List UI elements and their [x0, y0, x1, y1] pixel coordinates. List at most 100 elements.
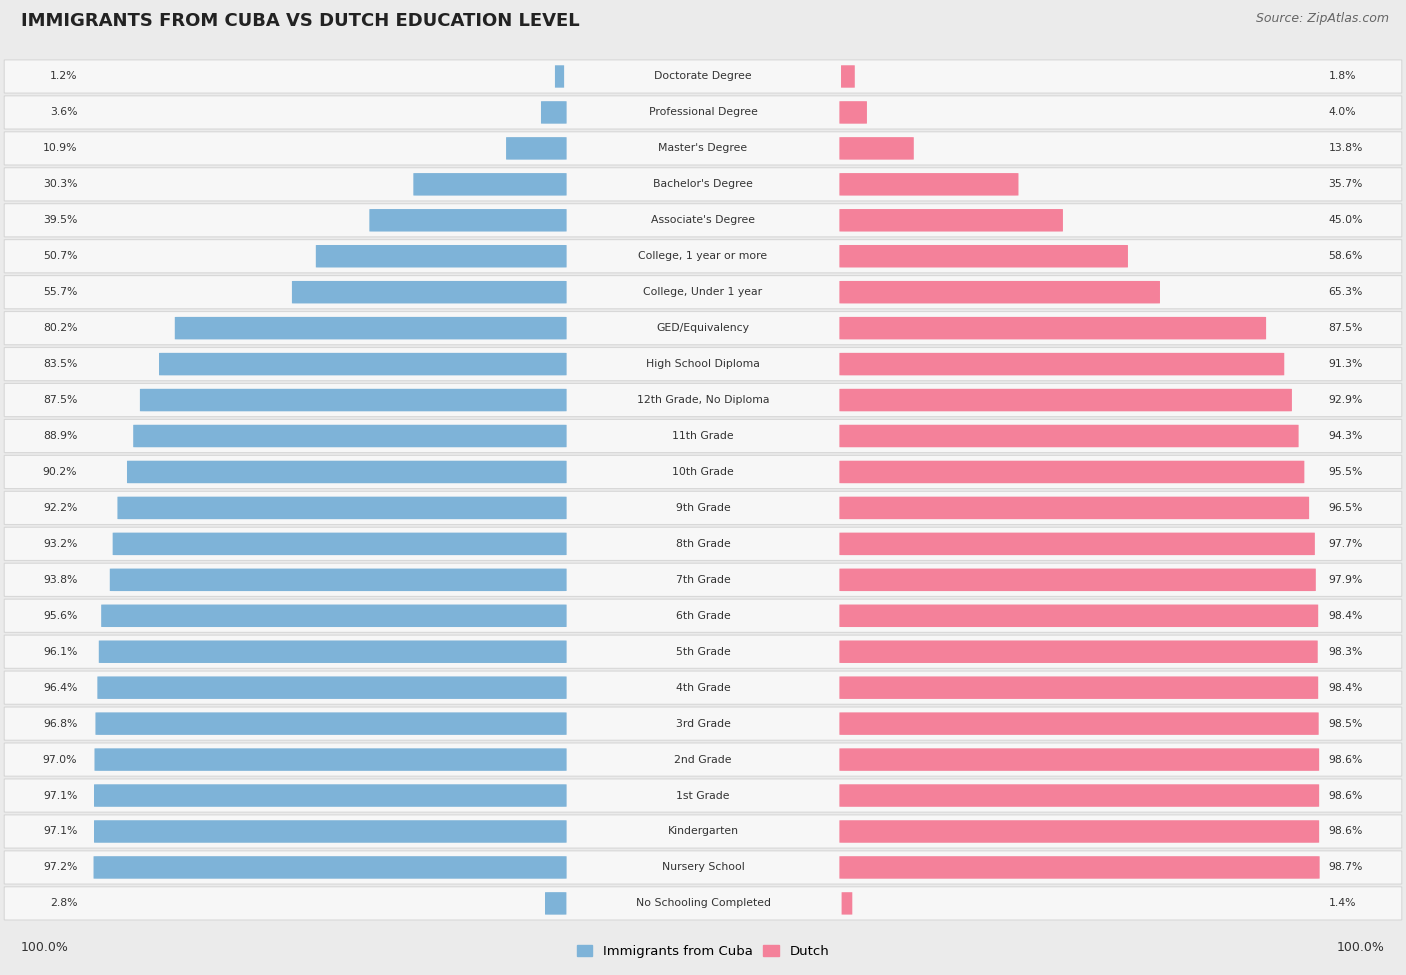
Text: 96.8%: 96.8% — [44, 719, 77, 728]
FancyBboxPatch shape — [112, 532, 567, 555]
Text: 58.6%: 58.6% — [1329, 252, 1362, 261]
FancyBboxPatch shape — [127, 461, 567, 484]
FancyBboxPatch shape — [839, 281, 1160, 303]
FancyBboxPatch shape — [4, 887, 1402, 920]
Text: 97.1%: 97.1% — [44, 791, 77, 800]
FancyBboxPatch shape — [839, 820, 1319, 842]
FancyBboxPatch shape — [4, 276, 1402, 309]
FancyBboxPatch shape — [4, 707, 1402, 740]
Text: 100.0%: 100.0% — [1337, 941, 1385, 955]
Text: 93.2%: 93.2% — [44, 539, 77, 549]
Text: High School Diploma: High School Diploma — [647, 359, 759, 370]
FancyBboxPatch shape — [4, 815, 1402, 848]
Text: 96.4%: 96.4% — [44, 682, 77, 692]
Text: 1.4%: 1.4% — [1329, 898, 1357, 909]
Text: 87.5%: 87.5% — [1329, 323, 1362, 333]
FancyBboxPatch shape — [98, 641, 567, 663]
FancyBboxPatch shape — [842, 892, 852, 915]
Text: Source: ZipAtlas.com: Source: ZipAtlas.com — [1256, 12, 1389, 24]
Text: 13.8%: 13.8% — [1329, 143, 1362, 153]
FancyBboxPatch shape — [839, 604, 1319, 627]
Text: 35.7%: 35.7% — [1329, 179, 1362, 189]
FancyBboxPatch shape — [96, 713, 567, 735]
FancyBboxPatch shape — [4, 204, 1402, 237]
Text: 98.6%: 98.6% — [1329, 827, 1362, 837]
Text: 88.9%: 88.9% — [44, 431, 77, 441]
Text: 3.6%: 3.6% — [49, 107, 77, 117]
FancyBboxPatch shape — [4, 491, 1402, 525]
Text: 97.1%: 97.1% — [44, 827, 77, 837]
FancyBboxPatch shape — [4, 132, 1402, 165]
FancyBboxPatch shape — [4, 455, 1402, 488]
FancyBboxPatch shape — [94, 856, 567, 878]
Text: Professional Degree: Professional Degree — [648, 107, 758, 117]
Text: 87.5%: 87.5% — [44, 395, 77, 405]
FancyBboxPatch shape — [839, 245, 1128, 267]
FancyBboxPatch shape — [841, 65, 855, 88]
FancyBboxPatch shape — [174, 317, 567, 339]
Text: IMMIGRANTS FROM CUBA VS DUTCH EDUCATION LEVEL: IMMIGRANTS FROM CUBA VS DUTCH EDUCATION … — [21, 12, 579, 29]
Text: 97.9%: 97.9% — [1329, 575, 1362, 585]
FancyBboxPatch shape — [4, 600, 1402, 633]
Text: 94.3%: 94.3% — [1329, 431, 1362, 441]
Text: Kindergarten: Kindergarten — [668, 827, 738, 837]
Legend: Immigrants from Cuba, Dutch: Immigrants from Cuba, Dutch — [571, 940, 835, 963]
Text: 4th Grade: 4th Grade — [676, 682, 730, 692]
Text: Bachelor's Degree: Bachelor's Degree — [652, 179, 754, 189]
Text: 2.8%: 2.8% — [49, 898, 77, 909]
FancyBboxPatch shape — [110, 568, 567, 591]
FancyBboxPatch shape — [839, 389, 1292, 411]
FancyBboxPatch shape — [839, 784, 1319, 806]
Text: 93.8%: 93.8% — [44, 575, 77, 585]
FancyBboxPatch shape — [839, 209, 1063, 231]
FancyBboxPatch shape — [506, 137, 567, 160]
Text: 45.0%: 45.0% — [1329, 215, 1364, 225]
FancyBboxPatch shape — [839, 317, 1267, 339]
Text: 98.6%: 98.6% — [1329, 755, 1362, 764]
Text: Master's Degree: Master's Degree — [658, 143, 748, 153]
FancyBboxPatch shape — [94, 749, 567, 771]
Text: 96.1%: 96.1% — [44, 646, 77, 657]
Text: 1.2%: 1.2% — [49, 71, 77, 82]
FancyBboxPatch shape — [139, 389, 567, 411]
FancyBboxPatch shape — [134, 425, 567, 448]
FancyBboxPatch shape — [839, 856, 1320, 878]
FancyBboxPatch shape — [4, 635, 1402, 668]
Text: 98.5%: 98.5% — [1329, 719, 1362, 728]
Text: 95.6%: 95.6% — [44, 610, 77, 621]
Text: 7th Grade: 7th Grade — [676, 575, 730, 585]
Text: 10th Grade: 10th Grade — [672, 467, 734, 477]
Text: 55.7%: 55.7% — [44, 288, 77, 297]
FancyBboxPatch shape — [159, 353, 567, 375]
Text: 1.8%: 1.8% — [1329, 71, 1357, 82]
Text: 10.9%: 10.9% — [42, 143, 77, 153]
FancyBboxPatch shape — [839, 425, 1299, 448]
FancyBboxPatch shape — [839, 713, 1319, 735]
Text: 97.0%: 97.0% — [42, 755, 77, 764]
FancyBboxPatch shape — [839, 532, 1315, 555]
Text: 98.7%: 98.7% — [1329, 863, 1362, 873]
FancyBboxPatch shape — [370, 209, 567, 231]
Text: 12th Grade, No Diploma: 12th Grade, No Diploma — [637, 395, 769, 405]
Text: 92.2%: 92.2% — [44, 503, 77, 513]
Text: 80.2%: 80.2% — [42, 323, 77, 333]
Text: Doctorate Degree: Doctorate Degree — [654, 71, 752, 82]
Text: 3rd Grade: 3rd Grade — [675, 719, 731, 728]
FancyBboxPatch shape — [4, 59, 1402, 93]
FancyBboxPatch shape — [839, 749, 1319, 771]
Text: 98.4%: 98.4% — [1329, 682, 1362, 692]
Text: 30.3%: 30.3% — [42, 179, 77, 189]
Text: 9th Grade: 9th Grade — [676, 503, 730, 513]
FancyBboxPatch shape — [4, 851, 1402, 884]
FancyBboxPatch shape — [4, 96, 1402, 129]
FancyBboxPatch shape — [546, 892, 567, 915]
Text: 95.5%: 95.5% — [1329, 467, 1362, 477]
Text: 8th Grade: 8th Grade — [676, 539, 730, 549]
FancyBboxPatch shape — [4, 527, 1402, 561]
FancyBboxPatch shape — [97, 677, 567, 699]
FancyBboxPatch shape — [839, 137, 914, 160]
Text: 96.5%: 96.5% — [1329, 503, 1362, 513]
Text: 92.9%: 92.9% — [1329, 395, 1362, 405]
FancyBboxPatch shape — [413, 174, 567, 196]
Text: 97.7%: 97.7% — [1329, 539, 1362, 549]
